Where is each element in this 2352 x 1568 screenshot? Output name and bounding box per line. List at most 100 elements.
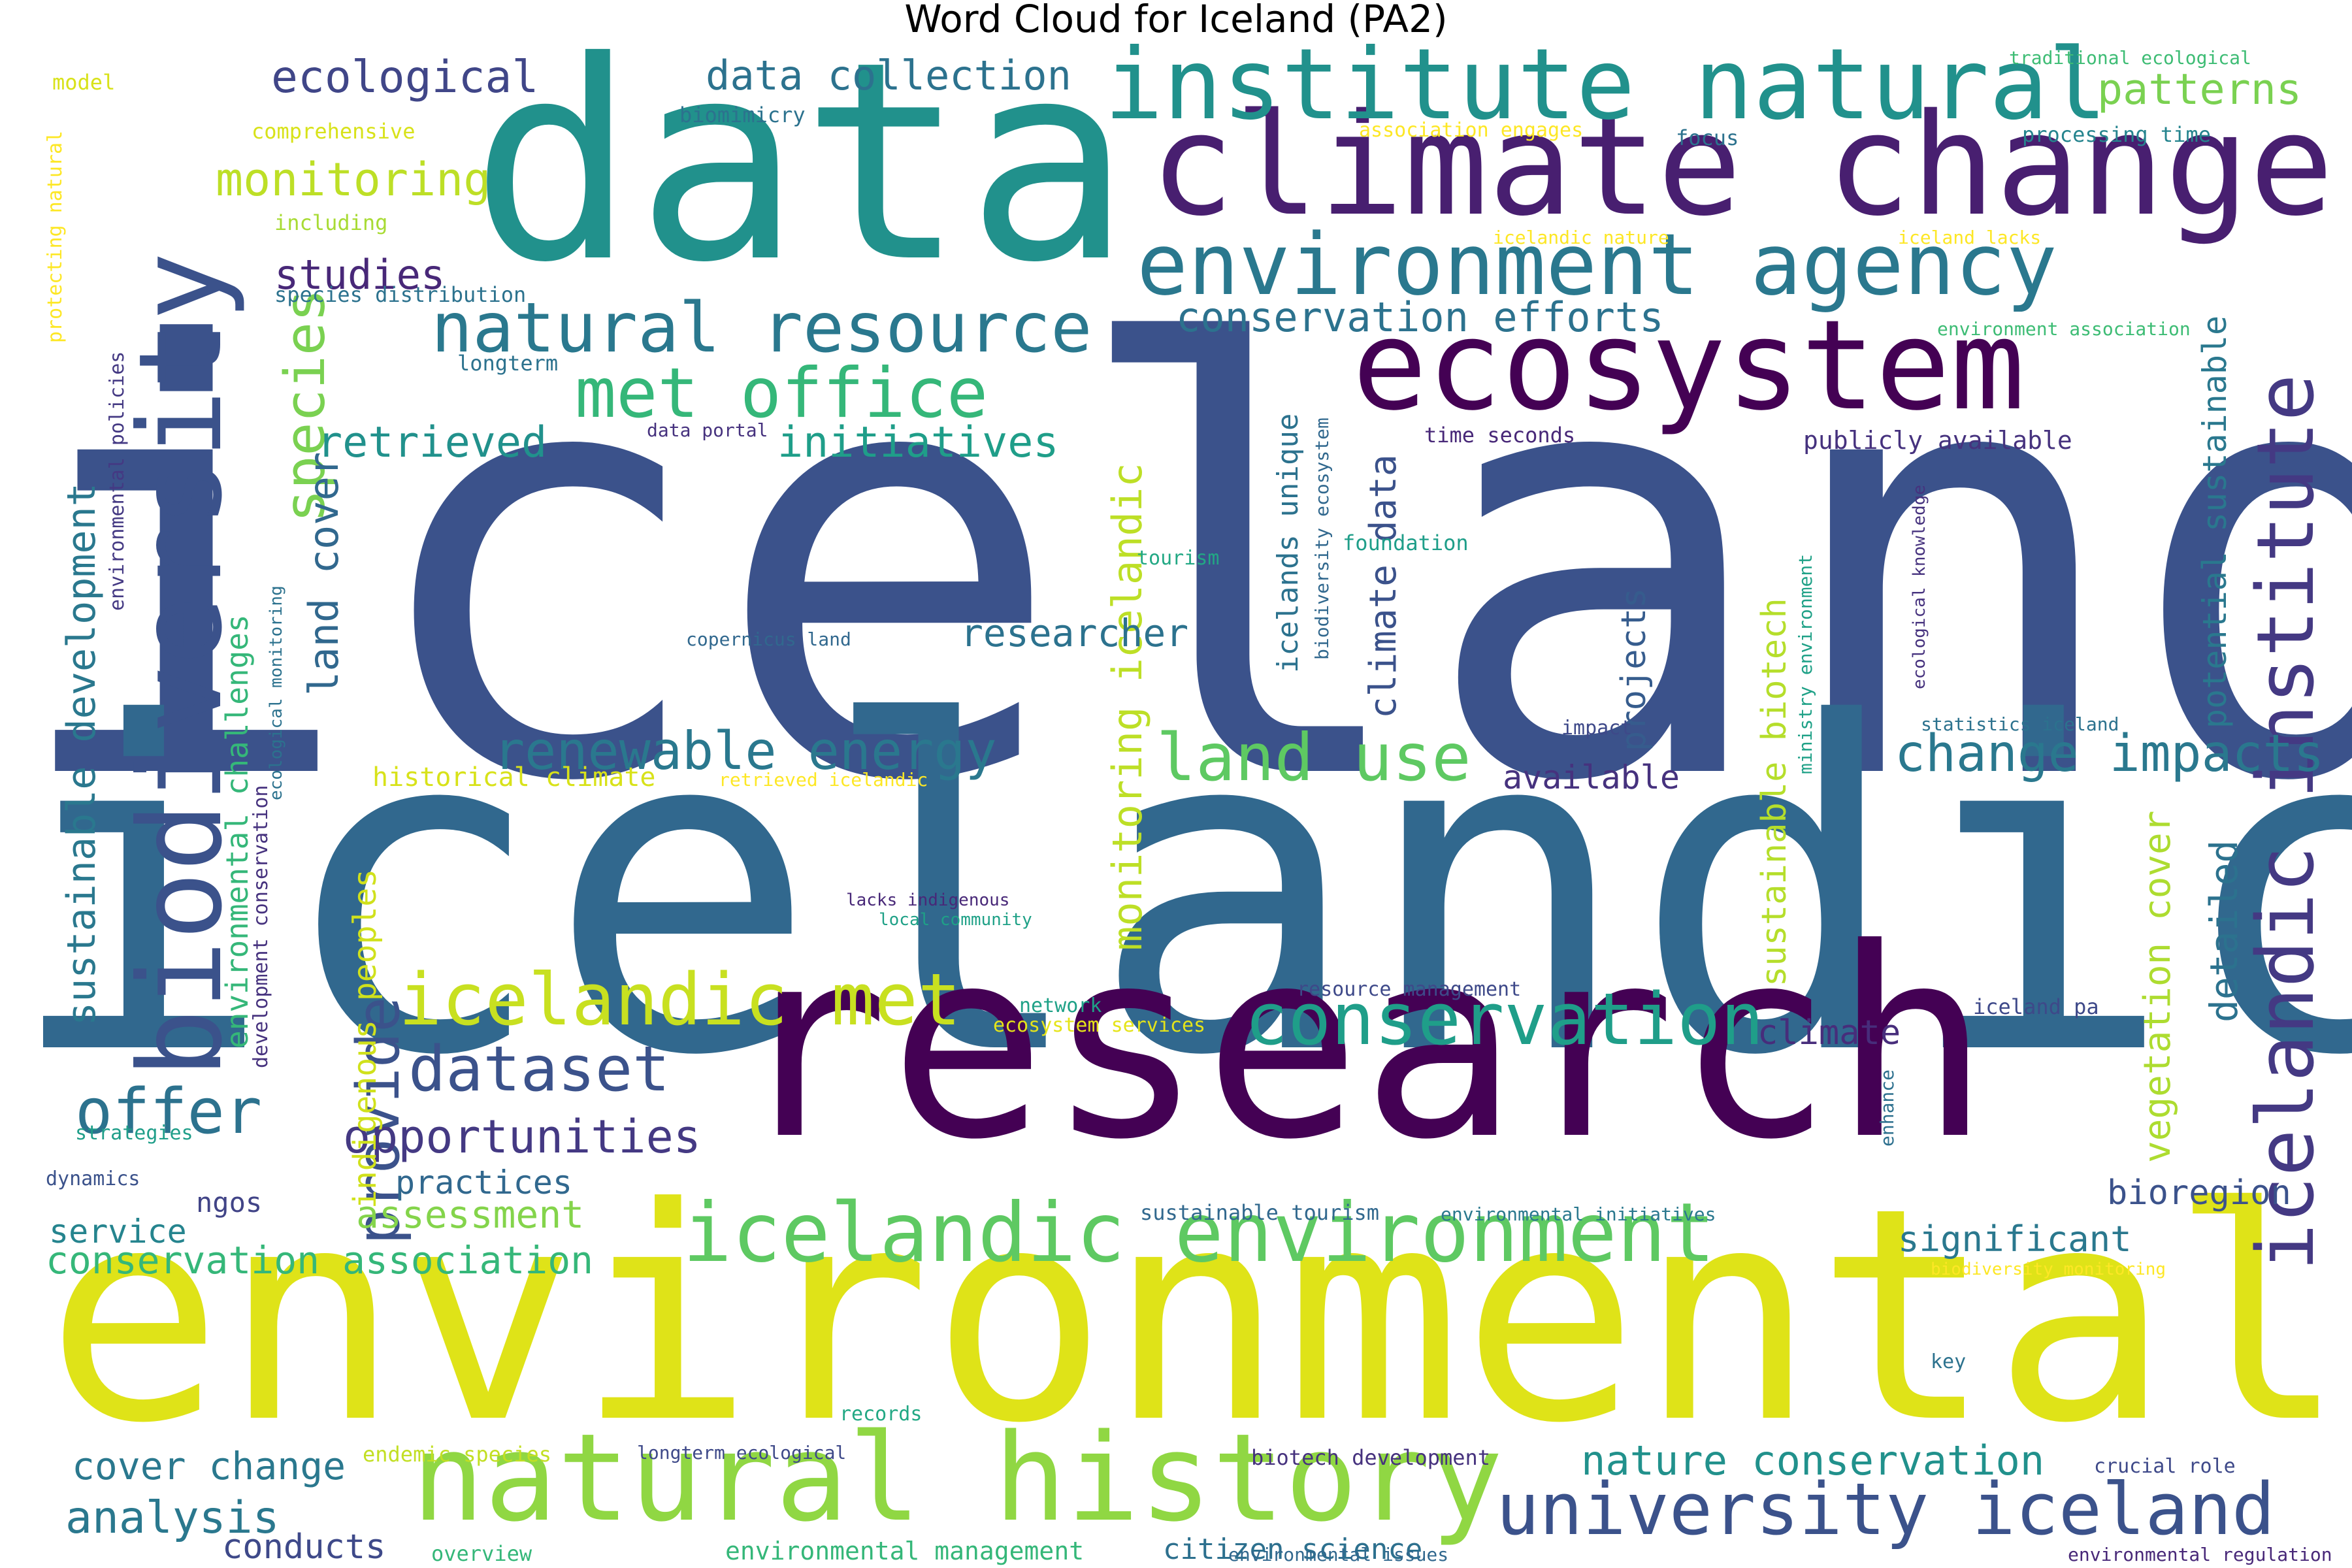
word-focus: focus [1676,125,1739,150]
word-sustainable-biotech: sustainable biotech [1755,598,1794,987]
word-opportunities: opportunities [343,1110,701,1164]
word-ecosystem-services: ecosystem services [993,1014,1206,1037]
word-climate: climate [1757,1013,1901,1053]
word-key: key [1931,1350,1967,1373]
word-retrieved: retrieved [317,418,547,467]
word-statistics-iceland: statistics iceland [1921,713,2119,735]
word-environment-agency: environment agency [1137,215,2057,314]
word-comprehensive: comprehensive [252,119,416,144]
word-service: service [49,1213,187,1250]
word-climate-change: climate change [1150,83,2334,247]
word-historical-climate: historical climate [372,762,656,792]
word-analysis: analysis [65,1492,280,1544]
word-monitoring: monitoring [216,153,491,206]
word-lacks-indigenous: lacks indigenous [846,890,1010,910]
word-icelandic-environment: icelandic environment [683,1186,1716,1281]
word-sustainable-development: sustainable development [59,483,105,1026]
word-conservation-association: conservation association [46,1238,594,1282]
word-environmental-challenges: environmental challenges [220,614,255,1049]
word-traditional-ecological: traditional ecological [2009,47,2251,69]
word-association-engages: association engages [1359,119,1584,142]
word-bioregion: bioregion [2107,1173,2291,1213]
word-initiatives: initiatives [777,418,1059,467]
word-foundation: foundation [1343,531,1469,555]
word-impact: impact [1561,717,1633,740]
word-processing-time: processing time [2022,122,2211,147]
word-ngos: ngos [196,1186,263,1218]
word-longterm-ecological: longterm ecological [637,1442,847,1463]
word-biodiversity-ecosystem: biodiversity ecosystem [1311,417,1333,660]
word-change-impacts: change impacts [1895,725,2325,783]
word-iceland-pa: iceland pa [1973,994,2099,1019]
word-strategies: strategies [75,1122,193,1145]
word-environment-association: environment association [1937,318,2191,340]
word-data-collection: data collection [706,52,1071,99]
word-biomimicry: biomimicry [679,103,806,127]
word-patterns: patterns [2097,65,2302,114]
word-species-distribution: species distribution [274,282,527,307]
word-biodiversity-monitoring: biodiversity monitoring [1931,1260,2166,1279]
word-offer: offer [75,1076,262,1148]
word-practices: practices [395,1164,572,1201]
chart-title: Word Cloud for Iceland (PA2) [904,0,1448,41]
word-endemic-species: endemic species [363,1442,551,1467]
word-conservation: conservation [1245,977,1764,1061]
word-vegetation-cover: vegetation cover [2136,810,2179,1163]
word-potential-sustainable: potential sustainable [2196,315,2234,728]
word-institute-natural: institute natural [1104,28,2108,142]
word-significant: significant [1898,1218,2132,1260]
word-publicly-available: publicly available [1803,426,2072,455]
word-biotech-development: biotech development [1251,1445,1491,1470]
word-monitoring-icelandic: monitoring icelandic [1103,463,1151,951]
word-natural-resource: natural resource [431,288,1092,368]
word-icelands-unique: icelands unique [1271,413,1305,673]
word-environmental-initiatives: environmental initiatives [1441,1203,1716,1225]
word-conservation-efforts: conservation efforts [1176,293,1664,341]
word-ministry-environment: ministry environment [1795,553,1816,774]
word-university-iceland: university iceland [1496,1467,2276,1551]
word-tourism: tourism [1137,547,1220,570]
word-enhance: enhance [1876,1069,1898,1147]
word-detailed: detailed [2202,840,2246,1022]
word-met-office: met office [575,353,988,433]
word-research: research [732,893,1991,1197]
word-environmental-regulation: environmental regulation [2068,1544,2332,1565]
word-model: model [52,70,116,95]
word-data-portal: data portal [647,419,768,441]
word-crucial-role: crucial role [2094,1455,2236,1478]
word-researcher: researcher [960,611,1189,655]
word-resource-management: resource management [1297,978,1522,1001]
word-icelandic: icelandic [4,629,2352,1154]
word-iceland-lacks: iceland lacks [1898,227,2042,248]
word-ecological-knowledge: ecological knowledge [1910,484,1929,689]
word-ecosystem: ecosystem [1352,293,2025,438]
word-ecological-monitoring: ecological monitoring [267,585,286,800]
word-environmental: environmental [46,1145,2347,1488]
word-including: including [274,210,388,235]
word-records: records [840,1403,923,1426]
word-citizen-science: citizen science [1163,1533,1423,1566]
word-overview: overview [431,1541,532,1566]
word-nature-conservation: nature conservation [1581,1437,2045,1484]
word-available: available [1503,759,1680,796]
word-dataset: dataset [408,1034,670,1105]
word-data: data [470,3,1132,323]
word-icelandic-nature: icelandic nature [1493,227,1669,248]
word-natural-history: natural history [412,1407,1503,1548]
word-local-community: local community [879,910,1032,930]
word-icelandic-met: icelandic met [399,958,961,1041]
word-environmental-policies: environmental policies [106,351,129,611]
word-longterm: longterm [457,351,559,376]
word-cover-change: cover change [72,1444,346,1488]
word-dynamics: dynamics [46,1168,140,1190]
word-environmental-management: environmental management [725,1537,1085,1565]
word-studies: studies [274,251,446,299]
word-icelandic-institute: icelandic institute [2241,374,2332,1271]
word-iceland: iceland [4,226,2352,910]
word-land-use: land use [1156,719,1471,796]
word-retrieved-icelandic: retrieved icelandic [719,769,928,791]
word-indigenous-peoples: indigenous peoples [347,868,384,1209]
word-ecological: ecological [271,52,539,103]
word-renewable-energy: renewable energy [493,721,997,781]
